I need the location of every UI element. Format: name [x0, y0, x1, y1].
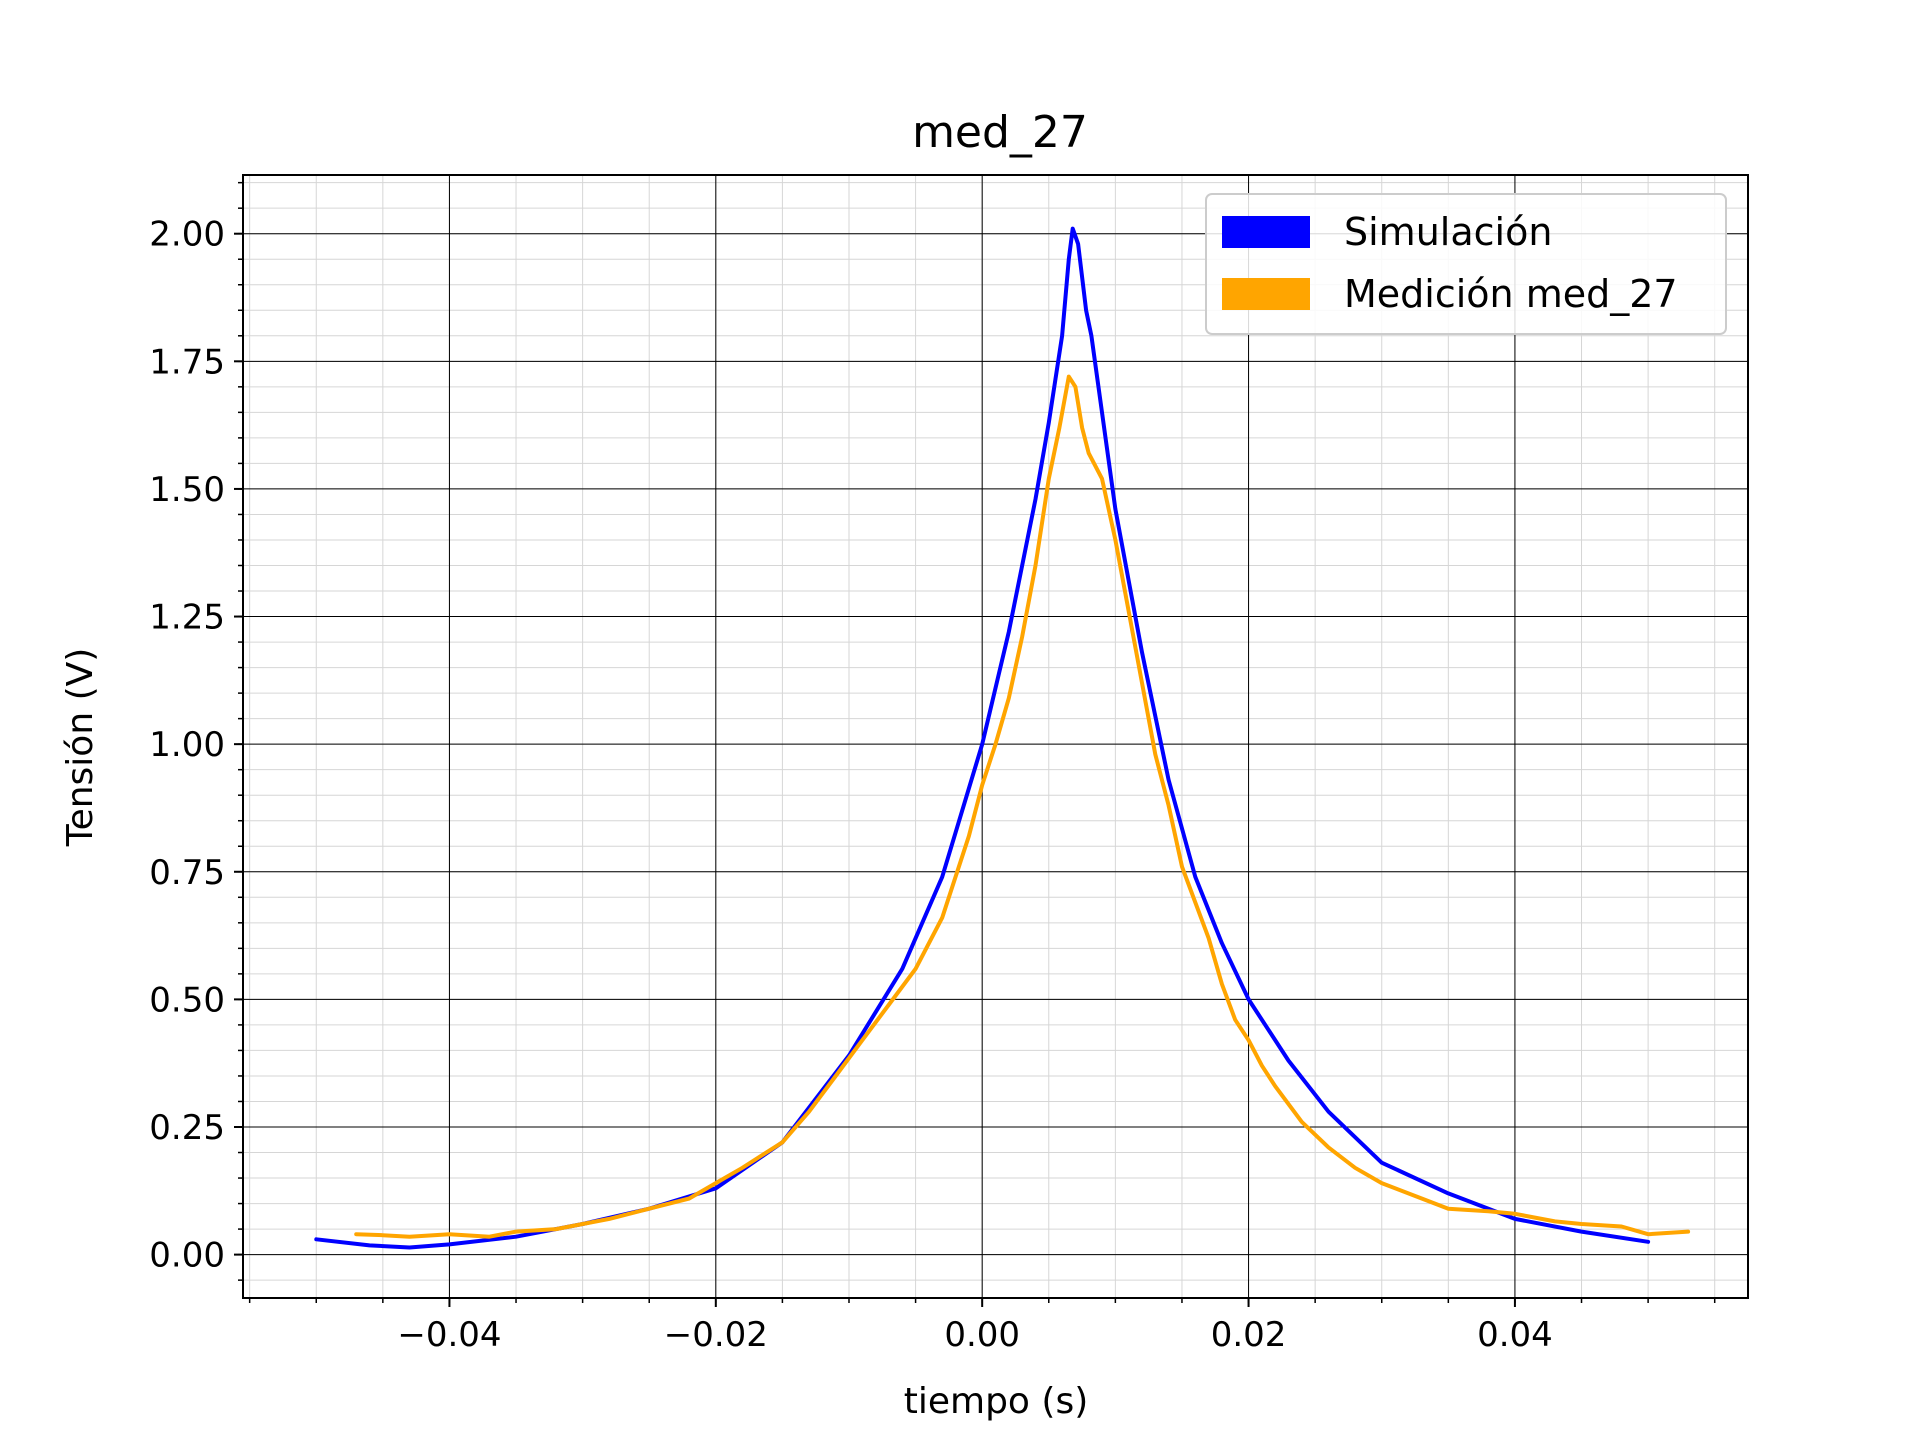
x-tick-label: 0.02 — [1211, 1315, 1287, 1355]
x-tick-label: −0.02 — [664, 1315, 768, 1355]
legend: Simulación Medición med_27 — [1205, 193, 1727, 335]
legend-swatch — [1222, 278, 1310, 310]
chart-title: med_27 — [912, 107, 1088, 158]
y-tick-label: 2.00 — [149, 215, 225, 255]
x-axis-ticks: −0.04 −0.02 0.00 0.02 0.04 — [248, 1298, 1716, 1355]
y-tick-label: 0.50 — [149, 980, 225, 1020]
y-axis-ticks: 0.00 0.25 0.50 0.75 1.00 1.25 1.50 1.75 2.00 — [149, 181, 243, 1281]
x-tick-label: 0.04 — [1477, 1315, 1553, 1355]
y-tick-label: 0.00 — [149, 1236, 225, 1276]
y-tick-label: 0.25 — [149, 1108, 225, 1148]
y-tick-label: 1.00 — [149, 725, 225, 765]
legend-box — [1205, 193, 1727, 335]
legend-swatch — [1222, 216, 1310, 248]
legend-label: Medición med_27 — [1344, 272, 1678, 316]
y-tick-label: 1.50 — [149, 470, 225, 510]
y-tick-label: 1.75 — [149, 342, 225, 382]
x-tick-label: −0.04 — [397, 1315, 501, 1355]
plot-frame — [242, 174, 1749, 1299]
y-tick-label: 0.75 — [149, 853, 225, 893]
y-tick-label: 1.25 — [149, 598, 225, 638]
x-tick-label: 0.00 — [944, 1315, 1020, 1355]
series-layer — [314, 226, 1691, 1250]
legend-label: Simulación — [1344, 210, 1552, 254]
x-axis-label: tiempo (s) — [904, 1381, 1089, 1422]
series-line-medicion — [354, 374, 1691, 1239]
y-axis-label: Tensión (V) — [60, 648, 101, 848]
